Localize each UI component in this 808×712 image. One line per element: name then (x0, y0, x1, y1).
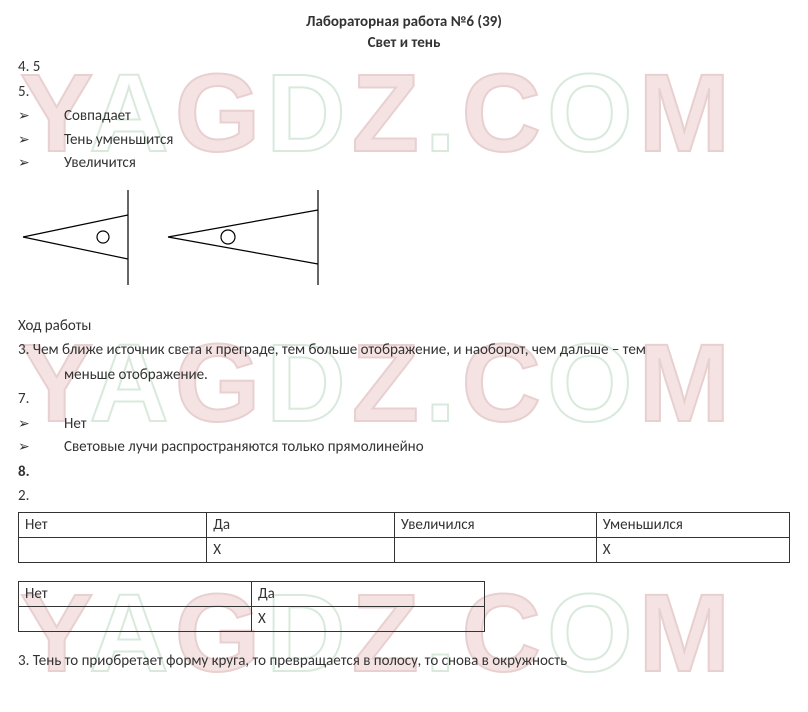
item-8: 8. (18, 461, 790, 484)
item-5: 5. (18, 81, 790, 104)
table-cell (394, 537, 596, 562)
final-3: 3. Тень то приобретает форму круга, то п… (18, 650, 790, 673)
table-cell (19, 606, 252, 631)
diagram (18, 185, 790, 295)
bullets-5: Совпадает Тень уменьшится Увеличится (18, 105, 790, 175)
table-1: НетДаУвеличилсяУменьшилсяXX (18, 512, 790, 563)
p3-a: 3. Чем ближе источник света к преграде, … (18, 339, 790, 362)
table-header-cell: Нет (19, 581, 252, 606)
table-cell: X (207, 537, 395, 562)
table-header-cell: Уменьшился (596, 512, 789, 537)
bullet-item: Световые лучи распространяются только пр… (18, 436, 790, 459)
table-header-cell: Увеличился (394, 512, 596, 537)
table-cell: X (252, 606, 485, 631)
item-8-sub2: 2. (18, 485, 790, 508)
table-header-cell: Нет (19, 512, 207, 537)
bullet-item: Увеличится (18, 152, 790, 175)
p3-b: меньше отображение. (18, 364, 790, 387)
hod-label: Ход работы (18, 315, 790, 338)
table-header-cell: Да (207, 512, 395, 537)
title-line-1: Лабораторная работа №6 (39) (18, 12, 790, 33)
table-cell (19, 537, 207, 562)
item-7: 7. (18, 388, 790, 411)
bullets-7: Нет Световые лучи распространяются тольк… (18, 413, 790, 459)
item-4: 4. 5 (18, 56, 790, 79)
title-line-2: Свет и тень (18, 33, 790, 54)
bullet-item: Нет (18, 413, 790, 436)
table-cell: X (596, 537, 789, 562)
table-header-cell: Да (252, 581, 485, 606)
bullet-item: Тень уменьшится (18, 129, 790, 152)
table-2: НетДаX (18, 581, 485, 632)
bullet-item: Совпадает (18, 105, 790, 128)
